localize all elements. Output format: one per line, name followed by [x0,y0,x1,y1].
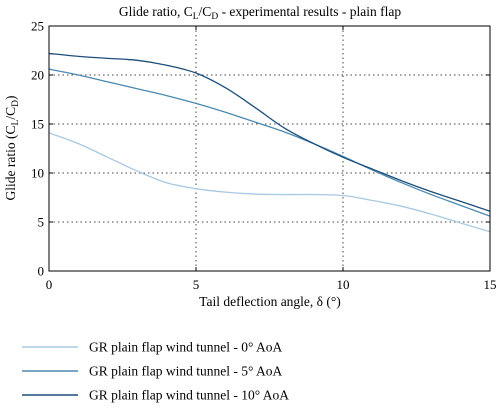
y-tick-label-15: 15 [31,117,44,132]
y-axis-label: Glide ratio (CL/CD) [3,96,21,201]
legend-label-2: GR plain flap wind tunnel - 10° AoA [89,388,289,403]
x-tick-label-5: 5 [193,277,200,292]
x-axis-label: Tail deflection angle, δ (°) [199,294,341,309]
chart-title: Glide ratio, CL/CD - experimental result… [119,4,402,22]
plot-frame [48,25,491,272]
series-lines [48,52,491,233]
grid-lines [49,26,490,271]
x-tick-label-10: 10 [337,277,350,292]
series-line-2 [48,52,491,212]
x-tick-label-0: 0 [46,277,53,292]
axis-ticks: 0 5 10 15 0 5 10 15 20 25 [31,19,497,293]
y-tick-label-10: 10 [31,166,44,181]
y-tick-label-0: 0 [38,264,45,279]
series-line-1 [48,68,491,217]
y-tick-label-25: 25 [31,19,44,34]
y-tick-label-20: 20 [31,68,44,83]
legend-label-0: GR plain flap wind tunnel - 0° AoA [89,340,283,355]
legend: GR plain flap wind tunnel - 0° AoA GR pla… [22,340,289,403]
legend-label-1: GR plain flap wind tunnel - 5° AoA [89,364,283,379]
x-tick-label-15: 15 [484,277,497,292]
y-tick-label-5: 5 [38,215,45,230]
series-line-0 [48,132,491,233]
